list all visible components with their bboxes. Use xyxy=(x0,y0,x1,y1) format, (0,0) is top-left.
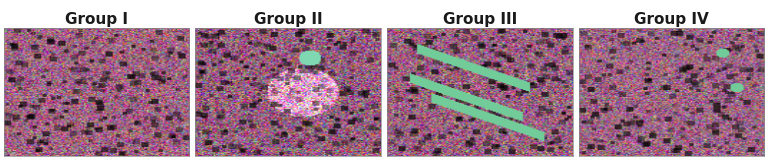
Title: Group IV: Group IV xyxy=(634,12,709,27)
Title: Group III: Group III xyxy=(442,12,517,27)
Title: Group II: Group II xyxy=(254,12,323,27)
Title: Group I: Group I xyxy=(65,12,128,27)
